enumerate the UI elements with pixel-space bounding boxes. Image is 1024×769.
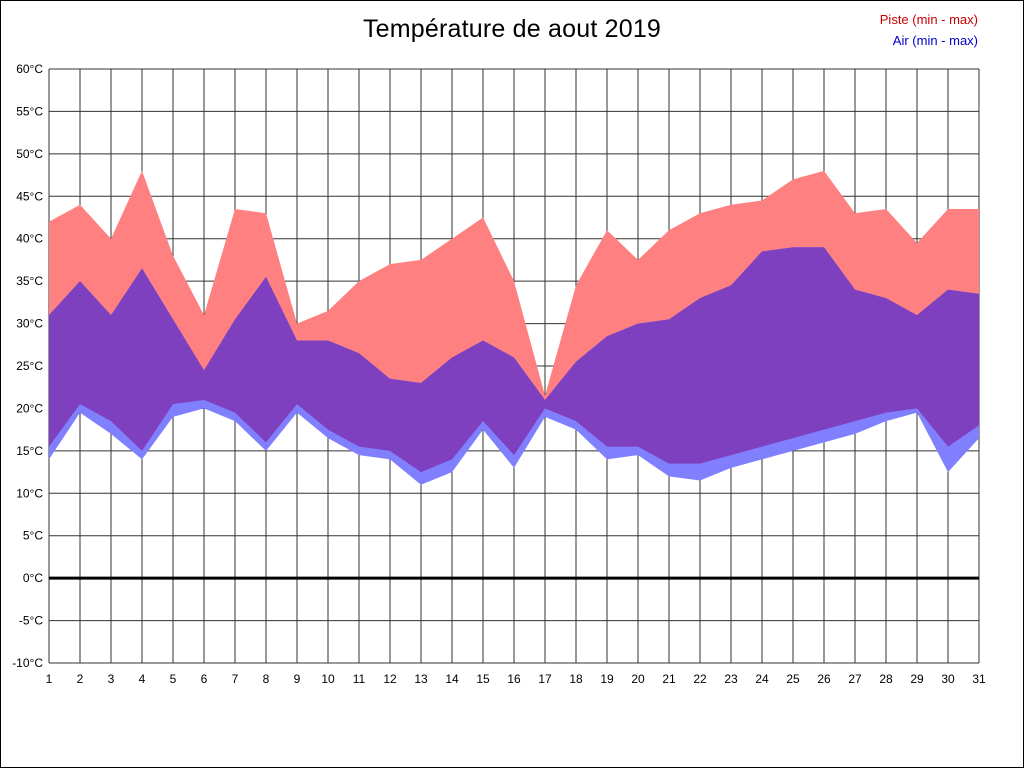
x-tick-label: 5 xyxy=(170,672,177,686)
y-tick-label: 15°C xyxy=(16,444,43,458)
x-tick-label: 21 xyxy=(662,672,676,686)
legend-item-air: Air (min - max) xyxy=(892,33,978,48)
x-tick-label: 2 xyxy=(77,672,84,686)
x-tick-label: 31 xyxy=(972,672,986,686)
y-tick-label: -10°C xyxy=(12,656,43,670)
x-tick-label: 6 xyxy=(201,672,208,686)
y-tick-label: -5°C xyxy=(19,614,43,628)
x-tick-label: 3 xyxy=(108,672,115,686)
x-tick-label: 24 xyxy=(755,672,769,686)
y-tick-label: 10°C xyxy=(16,486,43,500)
y-tick-label: 5°C xyxy=(23,529,43,543)
x-tick-label: 26 xyxy=(817,672,831,686)
overlap-band xyxy=(49,247,979,473)
y-tick-label: 60°C xyxy=(16,62,43,76)
x-tick-label: 17 xyxy=(538,672,552,686)
x-tick-label: 15 xyxy=(476,672,490,686)
x-tick-label: 8 xyxy=(263,672,270,686)
x-tick-label: 14 xyxy=(445,672,459,686)
x-tick-label: 20 xyxy=(631,672,645,686)
x-tick-label: 13 xyxy=(414,672,428,686)
x-tick-label: 12 xyxy=(383,672,397,686)
x-tick-label: 29 xyxy=(910,672,924,686)
x-tick-label: 27 xyxy=(848,672,862,686)
x-tick-label: 25 xyxy=(786,672,800,686)
x-tick-label: 11 xyxy=(353,672,366,686)
x-tick-label: 16 xyxy=(507,672,521,686)
x-tick-label: 7 xyxy=(232,672,239,686)
y-tick-label: 35°C xyxy=(16,274,43,288)
y-tick-label: 25°C xyxy=(16,359,43,373)
chart-title: Température de aout 2019 xyxy=(362,15,662,43)
chart-legend: Piste (min - max) Air (min - max) xyxy=(880,9,978,51)
x-tick-label: 1 xyxy=(46,672,53,686)
y-tick-label: 55°C xyxy=(16,104,43,118)
y-tick-label: 40°C xyxy=(16,232,43,246)
y-tick-label: 45°C xyxy=(16,189,43,203)
x-tick-label: 10 xyxy=(321,672,335,686)
x-tick-label: 18 xyxy=(569,672,583,686)
x-tick-label: 4 xyxy=(139,672,146,686)
x-tick-label: 23 xyxy=(724,672,738,686)
x-tick-label: 19 xyxy=(600,672,614,686)
x-tick-label: 28 xyxy=(879,672,893,686)
legend-item-piste: Piste (min - max) xyxy=(879,12,978,27)
y-tick-label: 50°C xyxy=(16,147,43,161)
x-tick-label: 9 xyxy=(294,672,301,686)
x-tick-label: 30 xyxy=(941,672,955,686)
y-tick-label: 20°C xyxy=(16,401,43,415)
x-tick-label: 22 xyxy=(693,672,707,686)
y-tick-label: 0°C xyxy=(23,571,43,585)
y-tick-label: 30°C xyxy=(16,317,43,331)
